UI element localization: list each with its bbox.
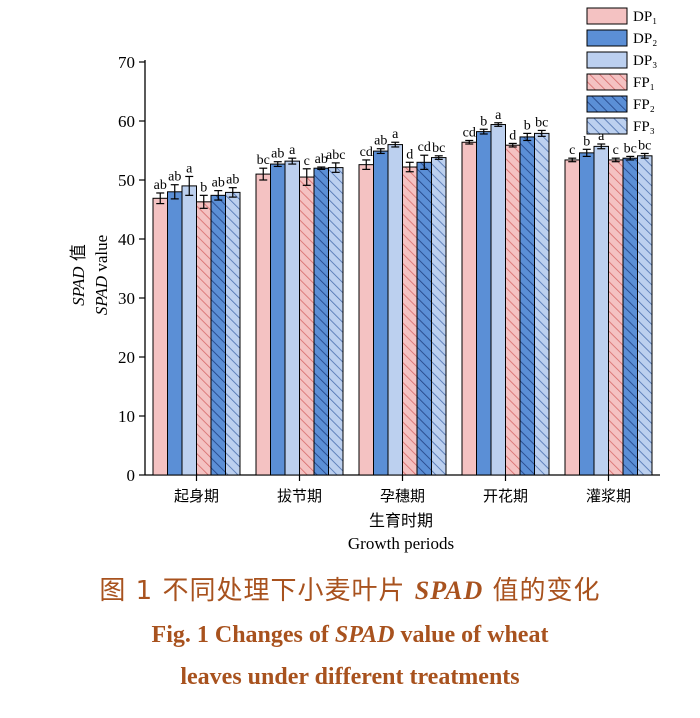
significance-letter: b bbox=[480, 114, 487, 129]
bar bbox=[328, 167, 344, 476]
significance-letter: a bbox=[495, 108, 502, 123]
bar bbox=[387, 144, 403, 476]
significance-letter: cd bbox=[418, 140, 431, 155]
legend-label: DP₂ bbox=[633, 31, 657, 47]
bar bbox=[593, 145, 609, 476]
significance-letter: ab bbox=[154, 178, 167, 193]
y-tick-label: 60 bbox=[118, 112, 135, 131]
x-axis-label-en: Growth periods bbox=[348, 534, 454, 553]
bar bbox=[313, 167, 329, 476]
y-axis-label-cn: SPAD 值 bbox=[69, 244, 89, 306]
legend: DP₁ DP₂ DP₃ FP₁ FP₂ FP₃ bbox=[586, 7, 657, 135]
bar bbox=[196, 201, 212, 476]
significance-letter: bc bbox=[624, 141, 637, 156]
y-tick-label: 0 bbox=[127, 466, 136, 485]
significance-letter: bc bbox=[638, 138, 651, 153]
x-tick-label: 拔节期 bbox=[277, 487, 322, 505]
x-tick-label: 开花期 bbox=[483, 487, 528, 505]
bar bbox=[622, 157, 638, 476]
legend-swatch bbox=[586, 29, 628, 47]
bar bbox=[519, 136, 535, 476]
significance-letter: bc bbox=[257, 153, 270, 168]
bar bbox=[167, 191, 183, 476]
legend-label: FP₂ bbox=[633, 97, 655, 113]
significance-letter: b bbox=[524, 118, 531, 133]
bar bbox=[402, 166, 418, 476]
legend-swatch bbox=[586, 7, 628, 25]
bar bbox=[564, 159, 580, 476]
significance-letter: ab bbox=[168, 170, 181, 185]
bar bbox=[608, 159, 624, 476]
significance-letter: ab bbox=[212, 176, 225, 191]
significance-letter: ab bbox=[315, 152, 328, 167]
x-axis-label-cn: 生育时期 bbox=[369, 511, 433, 530]
significance-letter: c bbox=[304, 154, 310, 169]
significance-letter: cd bbox=[360, 145, 373, 160]
legend-label: DP₃ bbox=[633, 53, 657, 69]
significance-letter: ab bbox=[226, 173, 239, 188]
bar bbox=[284, 160, 300, 476]
legend-swatch bbox=[586, 95, 628, 113]
bar bbox=[637, 155, 653, 476]
bar bbox=[255, 173, 271, 476]
legend-label: FP₃ bbox=[633, 119, 655, 135]
significance-letter: cd bbox=[463, 125, 476, 140]
legend-label: FP₁ bbox=[633, 75, 655, 91]
bar bbox=[534, 132, 550, 476]
legend-label: DP₁ bbox=[633, 9, 657, 25]
significance-letter: bc bbox=[535, 115, 548, 130]
figure-caption-cn: 图 1 不同处理下小麦叶片 SPAD 值的变化 bbox=[99, 576, 601, 606]
significance-letter: a bbox=[289, 143, 296, 158]
bar bbox=[505, 144, 521, 476]
x-tick-label: 灌浆期 bbox=[586, 487, 631, 505]
y-tick-label: 70 bbox=[118, 53, 135, 72]
bar bbox=[431, 157, 447, 476]
significance-letter: a bbox=[598, 129, 605, 144]
significance-letter: b bbox=[583, 134, 590, 149]
significance-letter: d bbox=[406, 147, 413, 162]
bar bbox=[210, 194, 226, 476]
significance-letter: c bbox=[613, 143, 619, 158]
legend-swatch bbox=[586, 51, 628, 69]
y-tick-label: 20 bbox=[118, 348, 135, 367]
bar bbox=[461, 141, 477, 476]
figure-caption-en-line2: leaves under different treatments bbox=[180, 664, 520, 690]
bar bbox=[490, 124, 506, 476]
significance-letter: ab bbox=[374, 134, 387, 149]
significance-letter: c bbox=[569, 143, 575, 158]
y-tick-label: 50 bbox=[118, 171, 135, 190]
bar bbox=[181, 185, 197, 476]
y-tick-label: 30 bbox=[118, 289, 135, 308]
bar bbox=[373, 150, 389, 476]
significance-letter: a bbox=[392, 127, 399, 142]
significance-letter: bc bbox=[432, 141, 445, 156]
bar bbox=[225, 191, 241, 476]
bar bbox=[358, 164, 374, 476]
legend-swatch bbox=[586, 73, 628, 91]
legend-swatch bbox=[586, 117, 628, 135]
significance-letter: ab bbox=[271, 147, 284, 162]
bar bbox=[579, 152, 595, 476]
x-tick-label: 起身期 bbox=[174, 487, 219, 505]
significance-letter: abc bbox=[326, 148, 345, 163]
significance-letter: b bbox=[200, 180, 207, 195]
bar bbox=[270, 163, 286, 476]
bar bbox=[299, 176, 315, 476]
bar bbox=[476, 131, 492, 476]
bar bbox=[416, 161, 432, 476]
y-tick-label: 40 bbox=[118, 230, 135, 249]
significance-letter: d bbox=[509, 128, 516, 143]
y-tick-label: 10 bbox=[118, 407, 135, 426]
figure-caption-en-line1: Fig. 1 Changes of SPAD value of wheat bbox=[151, 622, 549, 648]
significance-letter: a bbox=[186, 161, 193, 176]
y-axis-label-en: SPAD value bbox=[92, 235, 111, 315]
x-tick-label: 孕穗期 bbox=[380, 487, 425, 505]
bar bbox=[152, 197, 168, 476]
